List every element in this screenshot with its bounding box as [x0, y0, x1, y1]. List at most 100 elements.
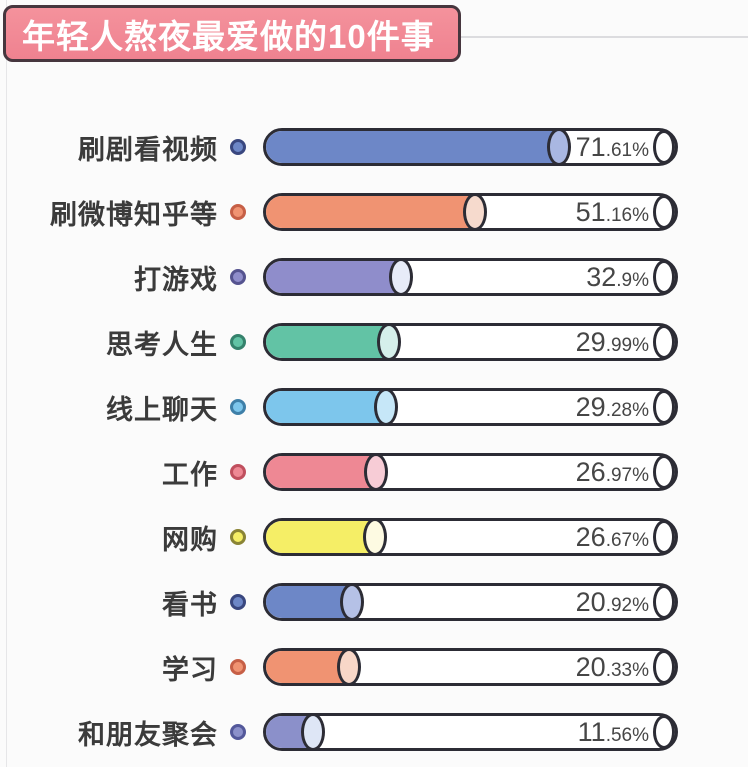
- bar-mouth-icon: [653, 715, 675, 749]
- value-label: 20.92%: [576, 586, 649, 618]
- category-label: 看书: [162, 589, 218, 620]
- category-dot-icon: [230, 399, 246, 415]
- value-label-int: 71: [575, 132, 606, 162]
- value-label: 71.61%: [576, 131, 649, 163]
- chart-row: 线上聊天 29.28%: [0, 388, 748, 426]
- value-label: 51.16%: [576, 196, 649, 228]
- value-label-int: 20: [575, 652, 606, 682]
- bar-fill-cap-icon: [376, 323, 401, 361]
- bar-fill-cap-icon: [388, 258, 413, 296]
- bar-mouth-icon: [653, 650, 675, 684]
- category-dot-icon: [230, 334, 246, 350]
- bar-fill-cap-icon: [463, 193, 488, 231]
- bar-fill-cap-icon: [339, 583, 364, 621]
- title-banner: 年轻人熬夜最爱做的10件事: [3, 5, 461, 62]
- category-label: 刷微博知乎等: [50, 199, 218, 230]
- category-dot-icon: [230, 724, 246, 740]
- bar-fill-cap-icon: [546, 128, 571, 166]
- bar-fill: [266, 521, 376, 553]
- value-label-int: 11: [577, 717, 606, 747]
- value-label-frac: .67%: [605, 530, 649, 551]
- bar-fill: [266, 456, 377, 488]
- bar-mouth-icon: [653, 195, 675, 229]
- bar-fill: [266, 196, 476, 228]
- chart-row: 打游戏 32.9%: [0, 258, 748, 296]
- top-divider-line: [461, 36, 748, 38]
- value-label-int: 20: [575, 587, 606, 617]
- bar-mouth-icon: [653, 325, 675, 359]
- category-dot-icon: [230, 594, 246, 610]
- category-label: 打游戏: [134, 264, 218, 295]
- bar-mouth-icon: [653, 520, 675, 554]
- value-label-frac: .61%: [605, 140, 649, 161]
- value-label-int: 32: [586, 262, 617, 292]
- category-label: 工作: [162, 459, 218, 490]
- category-label: 和朋友聚会: [78, 719, 218, 750]
- value-label-int: 26: [575, 522, 606, 552]
- bar-mouth-icon: [653, 585, 675, 619]
- bar-mouth-icon: [653, 455, 675, 489]
- value-label-frac: .9%: [616, 270, 649, 291]
- value-label-frac: .16%: [605, 205, 649, 226]
- category-label: 学习: [162, 654, 218, 685]
- category-dot-icon: [230, 269, 246, 285]
- chart-row: 网购 26.67%: [0, 518, 748, 556]
- value-label-int: 51: [575, 197, 606, 227]
- category-label: 线上聊天: [106, 394, 218, 425]
- bar-fill: [266, 131, 559, 163]
- bar-track: 71.61%: [263, 128, 678, 166]
- bar-fill-cap-icon: [363, 518, 388, 556]
- value-label: 26.97%: [576, 456, 649, 488]
- bar-track: 29.99%: [263, 323, 678, 361]
- bar-mouth-icon: [653, 130, 675, 164]
- bar-track: 32.9%: [263, 258, 678, 296]
- category-label: 网购: [162, 524, 218, 555]
- left-edge-line: [6, 0, 7, 767]
- value-label: 32.9%: [586, 261, 649, 293]
- chart-row: 工作 26.97%: [0, 453, 748, 491]
- bar-fill: [266, 651, 350, 683]
- bar-fill: [266, 586, 352, 618]
- bar-track: 29.28%: [263, 388, 678, 426]
- value-label: 11.56%: [578, 716, 649, 748]
- category-dot-icon: [230, 529, 246, 545]
- bar-mouth-icon: [653, 260, 675, 294]
- value-label-frac: .33%: [605, 660, 649, 681]
- value-label: 20.33%: [576, 651, 649, 683]
- value-label-frac: .56%: [605, 725, 649, 746]
- chart-row: 思考人生 29.99%: [0, 323, 748, 361]
- bar-track: 26.97%: [263, 453, 678, 491]
- value-label-int: 26: [575, 457, 606, 487]
- bar-fill-cap-icon: [337, 648, 362, 686]
- chart-row: 学习 20.33%: [0, 648, 748, 686]
- bar-track: 20.92%: [263, 583, 678, 621]
- bar-fill-cap-icon: [301, 713, 326, 751]
- chart-row: 刷剧看视频 71.61%: [0, 128, 748, 166]
- value-label: 29.99%: [576, 326, 649, 358]
- value-label-frac: .99%: [605, 335, 649, 356]
- bar-mouth-icon: [653, 390, 675, 424]
- value-label-int: 29: [575, 327, 606, 357]
- bar-fill: [266, 391, 386, 423]
- bar-fill: [266, 326, 389, 358]
- bar-chart: 刷剧看视频 71.61% 刷微博知乎等 51.16% 打游戏 32.9% 思考人…: [0, 128, 748, 751]
- value-label-frac: .92%: [605, 595, 649, 616]
- bar-track: 20.33%: [263, 648, 678, 686]
- value-label-frac: .97%: [605, 465, 649, 486]
- value-label-int: 29: [575, 392, 606, 422]
- bar-fill: [266, 261, 401, 293]
- value-label: 29.28%: [576, 391, 649, 423]
- category-dot-icon: [230, 464, 246, 480]
- chart-row: 和朋友聚会 11.56%: [0, 713, 748, 751]
- category-dot-icon: [230, 659, 246, 675]
- bar-fill-cap-icon: [364, 453, 389, 491]
- bar-track: 26.67%: [263, 518, 678, 556]
- category-label: 刷剧看视频: [78, 134, 218, 165]
- chart-row: 刷微博知乎等 51.16%: [0, 193, 748, 231]
- bar-track: 11.56%: [263, 713, 678, 751]
- bar-fill-cap-icon: [373, 388, 398, 426]
- value-label: 26.67%: [576, 521, 649, 553]
- category-label: 思考人生: [106, 329, 218, 360]
- bar-track: 51.16%: [263, 193, 678, 231]
- chart-row: 看书 20.92%: [0, 583, 748, 621]
